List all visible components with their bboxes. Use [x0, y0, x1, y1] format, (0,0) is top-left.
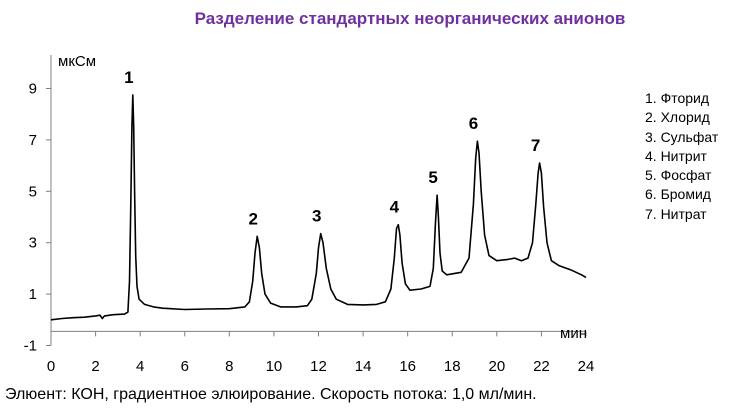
legend-entry: 4. Нитрит: [645, 147, 707, 164]
peak-label: 5: [428, 168, 437, 187]
y-tick-label: -1: [24, 338, 37, 355]
x-tick-label: 6: [181, 358, 189, 375]
x-tick-label: 20: [488, 358, 505, 375]
y-tick-label: 3: [29, 235, 37, 252]
x-axis-label: мин: [560, 325, 587, 342]
peak-label: 1: [124, 68, 133, 87]
legend-entry: 6. Бромид: [645, 186, 711, 203]
chromatogram-line: [50, 94, 587, 321]
legend-entry: 7. Нитрат: [645, 205, 707, 222]
x-tick-label: 12: [310, 358, 327, 375]
legend-entry: 2. Хлорид: [645, 109, 710, 126]
x-tick-label: 14: [355, 358, 372, 375]
legend-entry: 5. Фосфат: [645, 167, 712, 184]
y-tick-label: 5: [29, 183, 37, 200]
legend: 1. Фторид 2. Хлорид 3. Сульфат 4. Нитрит…: [645, 89, 718, 224]
chart-title: Разделение стандартных неорганических ан…: [194, 9, 626, 28]
footer-note: Элюент: КОН, градиентное элюирование. Ск…: [5, 386, 537, 403]
peak-label: 7: [531, 136, 540, 155]
x-tick-label: 8: [225, 358, 233, 375]
x-tick-label: 2: [91, 358, 99, 375]
x-tick-label: 4: [136, 358, 144, 375]
x-tick-label: 10: [266, 358, 283, 375]
peak-label: 2: [248, 209, 257, 228]
x-tick-label: 0: [47, 358, 55, 375]
x-tick-label: 18: [444, 358, 461, 375]
y-tick-label: 7: [29, 132, 37, 149]
peak-label: 3: [312, 207, 321, 226]
y-tick-label: 1: [29, 286, 37, 303]
x-tick-label: 22: [533, 358, 550, 375]
x-tick-label: 16: [399, 358, 416, 375]
peak-label: 6: [469, 114, 478, 133]
x-tick-label: 24: [578, 358, 595, 375]
y-tick-label: 9: [29, 81, 37, 98]
legend-entry: 3. Сульфат: [645, 128, 719, 145]
y-axis-label: мкСм: [58, 53, 96, 70]
legend-entry: 1. Фторид: [645, 90, 710, 106]
peak-label: 4: [390, 198, 400, 217]
